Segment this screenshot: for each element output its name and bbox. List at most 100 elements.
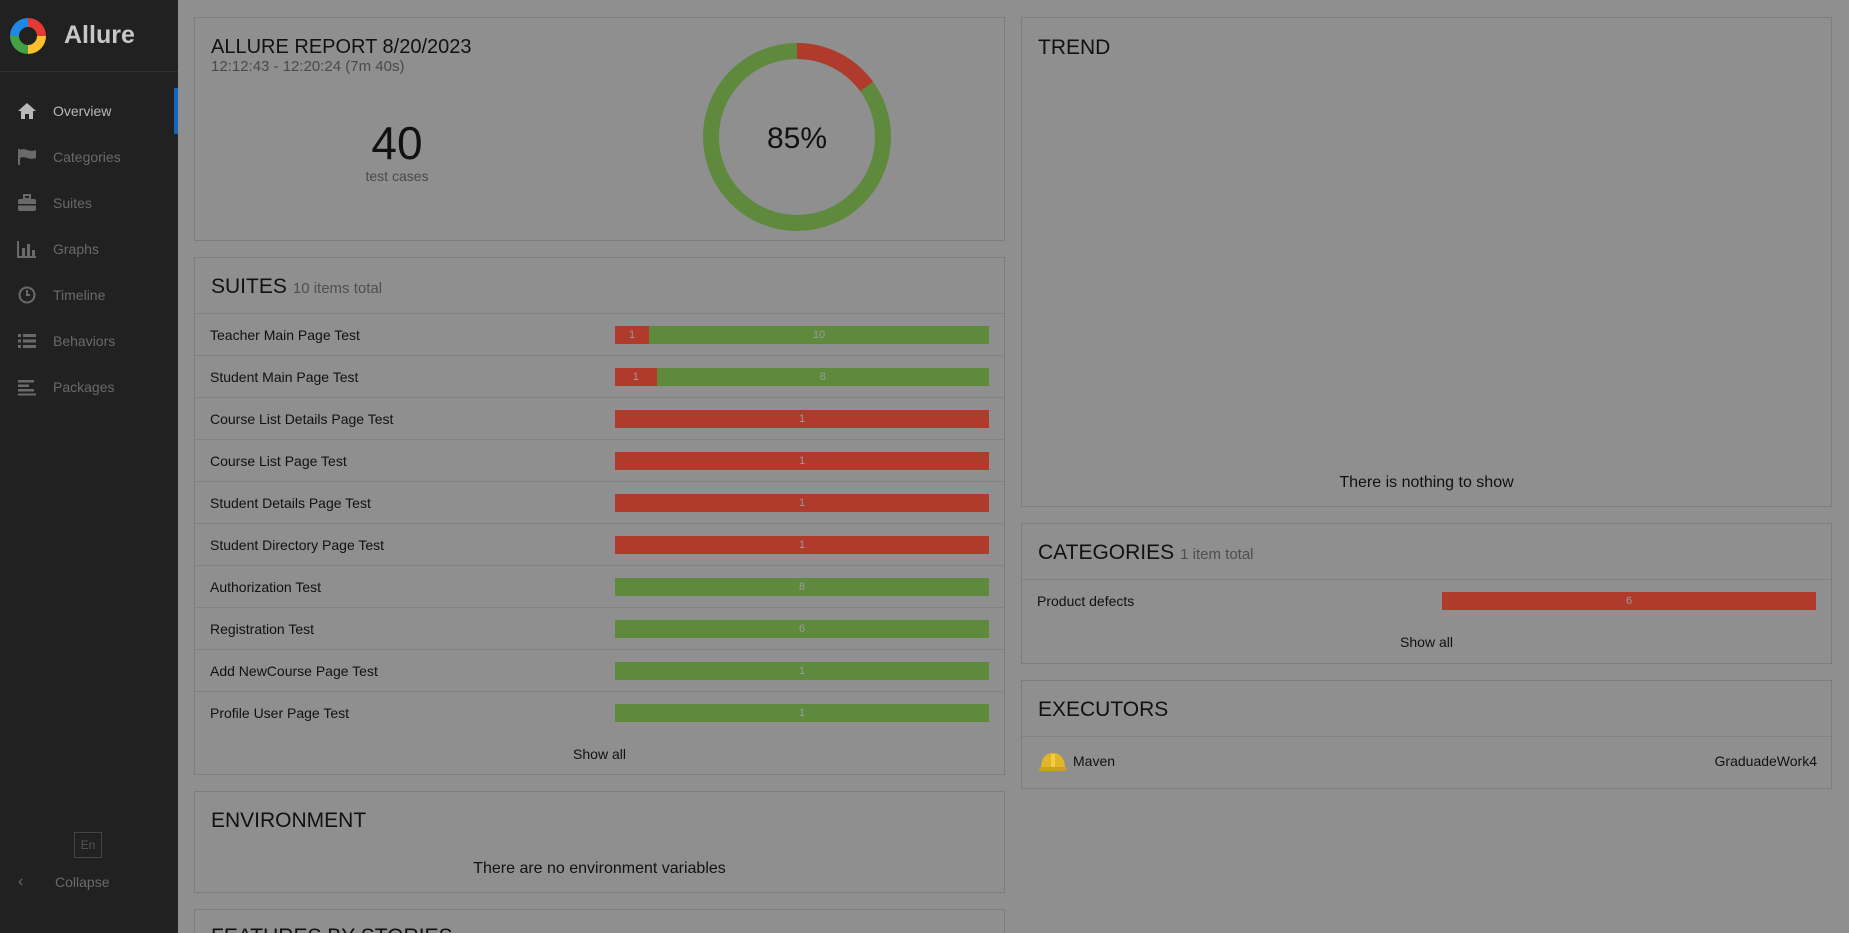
chevron-left-icon: ‹ bbox=[18, 873, 24, 890]
summary-widget: ALLURE REPORT 8/20/2023 12:12:43 - 12:20… bbox=[194, 17, 1005, 241]
suite-row[interactable]: Student Main Page Test 1 8 bbox=[195, 355, 1004, 397]
suite-status-bar[interactable]: 1 bbox=[615, 536, 989, 554]
features-widget: FEATURES BY STORIES bbox=[194, 909, 1005, 933]
sidebar-item-label: Categories bbox=[53, 149, 121, 165]
suite-row[interactable]: Profile User Page Test 1 bbox=[195, 691, 1004, 733]
suite-row[interactable]: Teacher Main Page Test 1 10 bbox=[195, 313, 1004, 355]
categories-show-all-link[interactable]: Show all bbox=[1400, 634, 1453, 650]
trend-empty-message: There is nothing to show bbox=[1339, 474, 1514, 491]
list-icon bbox=[16, 331, 38, 351]
suite-status-bar[interactable]: 1 bbox=[615, 494, 989, 512]
sidebar-item-categories[interactable]: Categories bbox=[0, 134, 178, 180]
failed-count-segment[interactable]: 1 bbox=[615, 452, 989, 470]
category-status-bar[interactable]: 6 bbox=[1442, 592, 1816, 610]
suite-status-bar[interactable]: 6 bbox=[615, 620, 989, 638]
suite-status-bar[interactable]: 1 bbox=[615, 410, 989, 428]
allure-logo-icon bbox=[10, 17, 46, 54]
sidebar-item-graphs[interactable]: Graphs bbox=[0, 226, 178, 272]
suite-name: Student Main Page Test bbox=[210, 368, 359, 385]
collapse-button[interactable]: ‹ Collapse bbox=[18, 873, 109, 891]
suites-show-all-link[interactable]: Show all bbox=[573, 746, 626, 762]
failed-count-segment[interactable]: 1 bbox=[615, 326, 649, 344]
passed-count-segment[interactable]: 1 bbox=[615, 704, 989, 722]
features-title: FEATURES BY STORIES bbox=[211, 925, 453, 933]
suite-status-bar[interactable]: 1 bbox=[615, 662, 989, 680]
test-count-label: test cases bbox=[365, 168, 429, 184]
suite-name: Authorization Test bbox=[210, 578, 322, 595]
briefcase-icon bbox=[16, 193, 38, 213]
categories-total: 1 item total bbox=[1180, 546, 1254, 563]
clock-icon bbox=[16, 285, 38, 305]
collapse-label: Collapse bbox=[55, 874, 110, 890]
failed-count-segment[interactable]: 1 bbox=[615, 536, 989, 554]
sidebar-item-label: Overview bbox=[53, 103, 112, 119]
suite-name: Student Directory Page Test bbox=[210, 536, 385, 553]
executors-title: EXECUTORS bbox=[1038, 698, 1169, 721]
sidebar-nav: Overview Categories Suites Graphs Timeli… bbox=[0, 88, 178, 410]
executor-build: GraduadeWork4 bbox=[1714, 753, 1817, 769]
suite-status-bar[interactable]: 1 bbox=[615, 704, 989, 722]
passed-count-segment[interactable]: 1 bbox=[615, 662, 989, 680]
suite-row[interactable]: Course List Page Test 1 bbox=[195, 439, 1004, 481]
suite-name: Teacher Main Page Test bbox=[210, 326, 360, 343]
suite-name: Course List Page Test bbox=[210, 452, 347, 469]
sidebar-item-suites[interactable]: Suites bbox=[0, 180, 178, 226]
category-row[interactable]: Product defects 6 bbox=[1022, 579, 1831, 621]
report-time-range: 12:12:43 - 12:20:24 (7m 40s) bbox=[211, 58, 405, 75]
category-name: Product defects bbox=[1037, 592, 1135, 609]
suite-status-bar[interactable]: 1 bbox=[615, 452, 989, 470]
brand-name: Allure bbox=[64, 21, 135, 49]
success-rate-donut: 85% bbox=[703, 43, 891, 231]
sidebar-item-label: Behaviors bbox=[53, 333, 116, 349]
sidebar: Allure Overview Categories Suites Graphs bbox=[0, 0, 178, 933]
sidebar-item-label: Graphs bbox=[53, 241, 99, 257]
executor-row[interactable]: Maven GraduadeWork4 bbox=[1022, 736, 1831, 788]
suite-row[interactable]: Student Details Page Test 1 bbox=[195, 481, 1004, 523]
categories-widget: CATEGORIES 1 item total Product defects 6… bbox=[1021, 523, 1832, 664]
suite-row[interactable]: Registration Test 6 bbox=[195, 607, 1004, 649]
sidebar-item-label: Timeline bbox=[53, 287, 106, 303]
executor-name: Maven bbox=[1073, 753, 1116, 769]
executors-widget: EXECUTORS Maven GraduadeWork4 bbox=[1021, 680, 1832, 789]
passed-count-segment[interactable]: 8 bbox=[615, 578, 989, 596]
trend-widget: TREND There is nothing to show bbox=[1021, 17, 1832, 507]
bar-chart-icon bbox=[16, 239, 38, 259]
failed-count-segment[interactable]: 1 bbox=[615, 368, 657, 386]
suites-widget: SUITES 10 items total Teacher Main Page … bbox=[194, 257, 1005, 775]
success-rate-percent: 85% bbox=[767, 122, 827, 155]
donut-failed-arc bbox=[703, 43, 891, 231]
trend-title: TREND bbox=[1038, 36, 1111, 59]
suite-row[interactable]: Course List Details Page Test 1 bbox=[195, 397, 1004, 439]
suites-title: SUITES bbox=[211, 275, 287, 298]
failed-count-segment[interactable]: 1 bbox=[615, 494, 989, 512]
suites-header: SUITES 10 items total bbox=[211, 275, 382, 299]
suite-row[interactable]: Student Directory Page Test 1 bbox=[195, 523, 1004, 565]
suite-name: Registration Test bbox=[210, 620, 315, 637]
suite-status-bar[interactable]: 8 bbox=[615, 578, 989, 596]
environment-empty-message: There are no environment variables bbox=[473, 860, 726, 877]
environment-widget: ENVIRONMENT There are no environment var… bbox=[194, 791, 1005, 893]
failed-count-segment[interactable]: 1 bbox=[615, 410, 989, 428]
sidebar-item-packages[interactable]: Packages bbox=[0, 364, 178, 410]
test-count: 40 bbox=[371, 117, 423, 169]
sidebar-item-timeline[interactable]: Timeline bbox=[0, 272, 178, 318]
passed-count-segment[interactable]: 10 bbox=[649, 326, 989, 344]
suite-row[interactable]: Authorization Test 8 bbox=[195, 565, 1004, 607]
environment-title: ENVIRONMENT bbox=[211, 809, 367, 832]
report-title: ALLURE REPORT 8/20/2023 bbox=[211, 36, 472, 58]
suite-row[interactable]: Add NewCourse Page Test 1 bbox=[195, 649, 1004, 691]
failed-count-segment[interactable]: 6 bbox=[1442, 592, 1816, 610]
passed-count-segment[interactable]: 6 bbox=[615, 620, 989, 638]
suite-status-bar[interactable]: 1 10 bbox=[615, 326, 989, 344]
sidebar-item-label: Suites bbox=[53, 195, 92, 211]
sidebar-item-behaviors[interactable]: Behaviors bbox=[0, 318, 178, 364]
passed-count-segment[interactable]: 8 bbox=[656, 368, 989, 386]
brand[interactable]: Allure bbox=[0, 0, 178, 72]
sidebar-item-label: Packages bbox=[53, 379, 115, 395]
language-switch[interactable]: En bbox=[74, 832, 102, 858]
suite-name: Course List Details Page Test bbox=[210, 410, 394, 427]
suite-name: Add NewCourse Page Test bbox=[210, 662, 378, 679]
sidebar-item-overview[interactable]: Overview bbox=[0, 88, 178, 134]
hard-hat-icon bbox=[1038, 750, 1068, 779]
